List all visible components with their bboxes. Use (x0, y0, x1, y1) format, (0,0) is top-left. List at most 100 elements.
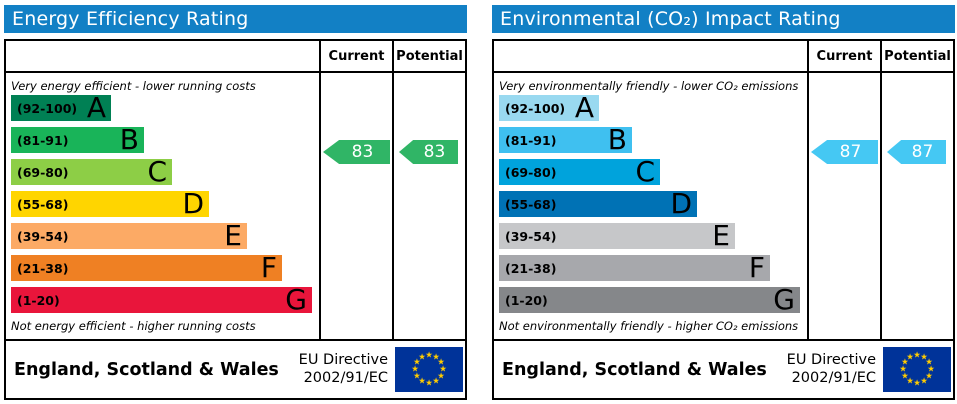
band-range: (92-100) (505, 100, 566, 116)
potential-rating-arrow: 87 (887, 140, 946, 164)
current-column: 87 (807, 73, 880, 339)
panel-title: Environmental (CO₂) Impact Rating (492, 5, 955, 33)
rating-bands: (92-100) A (81-91) B (69-80) C (55-68) (494, 91, 807, 319)
header-spacer (494, 41, 807, 71)
band-d: (55-68) D (499, 187, 697, 220)
band-range: (69-80) (17, 164, 69, 180)
band-range: (39-54) (17, 228, 69, 244)
band-letter: D (182, 187, 204, 220)
eu-directive-line1: EU Directive (786, 352, 876, 369)
bottom-caption: Not energy efficient - higher running co… (11, 319, 256, 333)
band-c: (69-80) C (499, 155, 660, 188)
band-chart: Very environmentally friendly - lower CO… (494, 73, 807, 339)
band-d: (55-68) D (11, 187, 209, 220)
eu-flag-star: ★ (418, 377, 426, 387)
eu-flag-star: ★ (411, 365, 419, 375)
eu-flag-star: ★ (425, 379, 433, 389)
band-range: (21-38) (505, 260, 557, 276)
eu-flag-star: ★ (418, 352, 426, 362)
band-range: (81-91) (505, 132, 557, 148)
potential-rating-arrow: 83 (399, 140, 458, 164)
current-column: 83 (319, 73, 392, 339)
eu-flag-icon: ★ ★★★★★★★★★★★ (883, 347, 951, 392)
band-letter: G (285, 283, 307, 316)
current-rating-arrow: 83 (323, 140, 390, 164)
potential-column-header: Potential (392, 41, 465, 71)
chart-body: Very environmentally friendly - lower CO… (494, 73, 953, 339)
band-range: (1-20) (17, 292, 60, 308)
region-label: England, Scotland & Wales (14, 359, 279, 380)
eu-directive-line2: 2002/91/EC (303, 369, 388, 386)
current-column-header: Current (807, 41, 880, 71)
band-chart: Very energy efficient - lower running co… (6, 73, 319, 339)
band-letter: B (607, 123, 627, 156)
band-letter: E (712, 219, 730, 252)
current-rating-arrow: 87 (811, 140, 878, 164)
band-f: (21-38) F (499, 251, 770, 284)
footer: England, Scotland & Wales EU Directive 2… (6, 339, 465, 398)
rating-bands: (92-100) A (81-91) B (69-80) C (55-68) (6, 91, 319, 319)
band-letter: B (119, 123, 139, 156)
eu-flag-star: ★ (437, 358, 445, 368)
eu-flag-star: ★ (927, 365, 935, 375)
band-letter: D (670, 187, 692, 220)
eu-flag-star: ★ (920, 377, 928, 387)
bottom-caption: Not environmentally friendly - higher CO… (499, 319, 799, 333)
band-a: (92-100) A (11, 91, 111, 124)
column-header-row: Current Potential (494, 41, 953, 73)
band-letter: F (260, 251, 277, 284)
energy-efficiency-panel: Energy Efficiency Rating Current Potenti… (4, 5, 467, 400)
potential-column: 83 (392, 73, 465, 339)
eu-flag-star: ★ (413, 372, 421, 382)
column-header-row: Current Potential (6, 41, 465, 73)
eu-flag-star: ★ (913, 379, 921, 389)
band-letter: F (748, 251, 765, 284)
panel-title: Energy Efficiency Rating (4, 5, 467, 33)
chart-body: Very energy efficient - lower running co… (6, 73, 465, 339)
eu-flag-star: ★ (425, 351, 433, 361)
eu-flag-star: ★ (920, 352, 928, 362)
region-label: England, Scotland & Wales (502, 359, 767, 380)
band-letter: E (224, 219, 242, 252)
band-letter: A (86, 91, 106, 124)
band-letter: C (635, 155, 655, 188)
rating-table: Current Potential Very environmentally f… (492, 39, 955, 400)
potential-column: 87 (880, 73, 953, 339)
header-spacer (6, 41, 319, 71)
band-e: (39-54) E (499, 219, 735, 252)
band-range: (81-91) (17, 132, 69, 148)
band-f: (21-38) F (11, 251, 282, 284)
band-letter: G (773, 283, 795, 316)
eu-flag-star: ★ (899, 365, 907, 375)
current-rating-value: 87 (839, 142, 862, 162)
eu-flag-star: ★ (925, 358, 933, 368)
band-e: (39-54) E (11, 219, 247, 252)
eu-flag-star: ★ (901, 358, 909, 368)
band-letter: C (147, 155, 167, 188)
current-rating-value: 83 (351, 142, 374, 162)
eu-directive-label: EU Directive 2002/91/EC (299, 352, 395, 386)
eu-directive-line1: EU Directive (298, 352, 388, 369)
footer: England, Scotland & Wales EU Directive 2… (494, 339, 953, 398)
eu-flag-star: ★ (432, 377, 440, 387)
band-range: (55-68) (505, 196, 557, 212)
eu-flag-star: ★ (913, 351, 921, 361)
top-caption: Very environmentally friendly - lower CO… (499, 79, 799, 93)
band-g: (1-20) G (11, 283, 312, 316)
band-b: (81-91) B (499, 123, 632, 156)
eu-directive-line2: 2002/91/EC (791, 369, 876, 386)
eu-flag-star: ★ (906, 352, 914, 362)
band-g: (1-20) G (499, 283, 800, 316)
band-a: (92-100) A (499, 91, 599, 124)
eu-flag-star: ★ (906, 377, 914, 387)
eu-flag-field (883, 347, 951, 392)
environmental-impact-panel: Environmental (CO₂) Impact Rating Curren… (492, 5, 955, 400)
potential-rating-value: 83 (423, 142, 446, 162)
eu-flag-field (395, 347, 463, 392)
band-range: (21-38) (17, 260, 69, 276)
top-caption: Very energy efficient - lower running co… (11, 79, 256, 93)
band-letter: A (574, 91, 594, 124)
eu-flag-star: ★ (439, 365, 447, 375)
eu-flag-star: ★ (437, 372, 445, 382)
